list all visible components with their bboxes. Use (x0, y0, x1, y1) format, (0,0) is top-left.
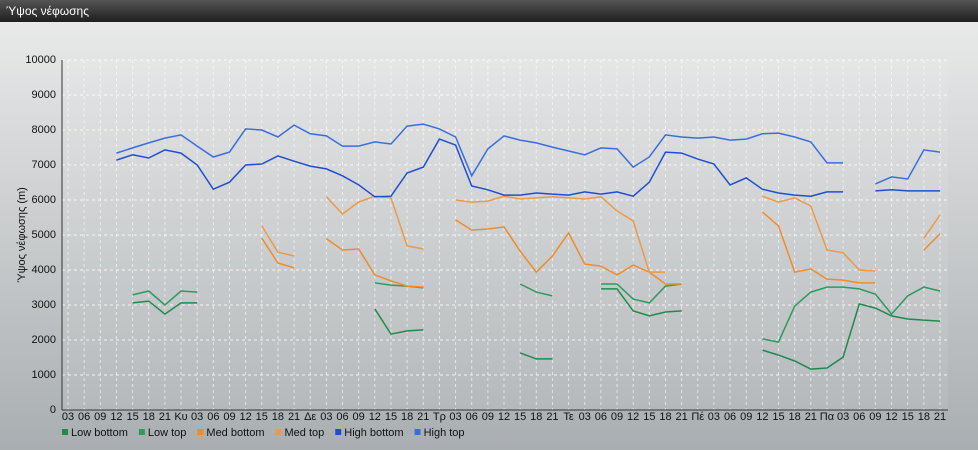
legend-label: Med bottom (206, 427, 264, 439)
x-tick-label: 15 (126, 411, 138, 423)
x-tick-label: Κυ (174, 411, 187, 423)
chart-title: Ύψος νέφωσης (6, 4, 89, 18)
y-tick-label: 3000 (32, 299, 56, 311)
y-tick-label: 6000 (32, 194, 56, 206)
x-tick-label: 21 (805, 411, 817, 423)
x-tick-label: 09 (869, 411, 881, 423)
y-tick-label: 7000 (32, 159, 56, 171)
x-tick-label: 15 (385, 411, 397, 423)
legend-label: Low top (148, 427, 187, 439)
title-bar (0, 0, 978, 22)
y-tick-label: 0 (50, 404, 56, 416)
x-tick-label: 21 (676, 411, 688, 423)
x-tick-label: 18 (918, 411, 930, 423)
x-tick-label: 12 (627, 411, 639, 423)
x-tick-label: 03 (837, 411, 849, 423)
x-tick-label: 21 (934, 411, 946, 423)
x-tick-label: 03 (449, 411, 461, 423)
legend-label: High top (424, 427, 465, 439)
x-tick-label: 18 (530, 411, 542, 423)
x-tick-label: 06 (853, 411, 865, 423)
x-tick-label: 15 (772, 411, 784, 423)
x-tick-label: 06 (78, 411, 90, 423)
x-tick-label: Τε (563, 411, 574, 423)
x-tick-label: 18 (272, 411, 284, 423)
series-line (132, 282, 941, 343)
legend-swatch (335, 429, 342, 435)
legend-swatch (197, 429, 204, 435)
y-tick-label: 10000 (25, 54, 56, 66)
x-tick-label: 15 (643, 411, 655, 423)
x-tick-label: 03 (191, 411, 203, 423)
x-tick-label: 06 (595, 411, 607, 423)
x-tick-label: 03 (62, 411, 74, 423)
x-tick-label: 09 (740, 411, 752, 423)
y-tick-label: 4000 (32, 264, 56, 276)
y-tick-label: 1000 (32, 369, 56, 381)
x-tick-label: 09 (353, 411, 365, 423)
x-tick-label: 12 (498, 411, 510, 423)
legend-swatch (414, 429, 421, 435)
x-tick-label: 21 (417, 411, 429, 423)
x-tick-label: 15 (514, 411, 526, 423)
x-tick-label: Πέ (691, 411, 704, 423)
x-tick-label: 21 (159, 411, 171, 423)
x-tick-label: 12 (369, 411, 381, 423)
x-tick-label: 18 (143, 411, 155, 423)
y-tick-label: 8000 (32, 124, 56, 136)
x-tick-label: 18 (789, 411, 801, 423)
series-line (261, 211, 941, 288)
x-tick-label: Δε (304, 411, 316, 423)
legend-label: Low bottom (71, 427, 128, 439)
x-tick-label: Πα (820, 411, 835, 423)
y-axis-label: Ύψος νέφωσης (m) (16, 187, 28, 283)
x-tick-label: 15 (256, 411, 268, 423)
x-tick-label: 12 (110, 411, 122, 423)
legend-swatch (62, 429, 68, 435)
series-line (116, 138, 940, 198)
x-tick-label: 09 (223, 411, 235, 423)
series-line (116, 123, 941, 185)
x-tick-label: 06 (466, 411, 478, 423)
x-tick-label: 21 (288, 411, 300, 423)
x-tick-label: 18 (401, 411, 413, 423)
series-line (132, 288, 941, 370)
x-tick-label: 09 (94, 411, 106, 423)
x-tick-label: 03 (320, 411, 332, 423)
x-tick-label: 06 (336, 411, 348, 423)
legend-label: Med top (285, 427, 325, 439)
y-tick-label: 9000 (32, 89, 56, 101)
x-tick-label: 03 (579, 411, 591, 423)
x-tick-label: Τρ (433, 411, 446, 423)
y-tick-label: 2000 (32, 334, 56, 346)
x-tick-label: 12 (885, 411, 897, 423)
legend-swatch (138, 429, 145, 435)
legend-label: High bottom (344, 427, 403, 439)
x-tick-label: 21 (546, 411, 558, 423)
x-tick-label: 09 (611, 411, 623, 423)
x-tick-label: 09 (482, 411, 494, 423)
x-tick-label: 06 (724, 411, 736, 423)
legend-swatch (275, 429, 282, 435)
x-tick-label: 12 (756, 411, 768, 423)
x-tick-label: 12 (240, 411, 252, 423)
y-tick-label: 5000 (32, 229, 56, 241)
x-tick-label: 15 (902, 411, 914, 423)
x-tick-label: 18 (659, 411, 671, 423)
x-tick-label: 06 (207, 411, 219, 423)
x-tick-label: 03 (708, 411, 720, 423)
